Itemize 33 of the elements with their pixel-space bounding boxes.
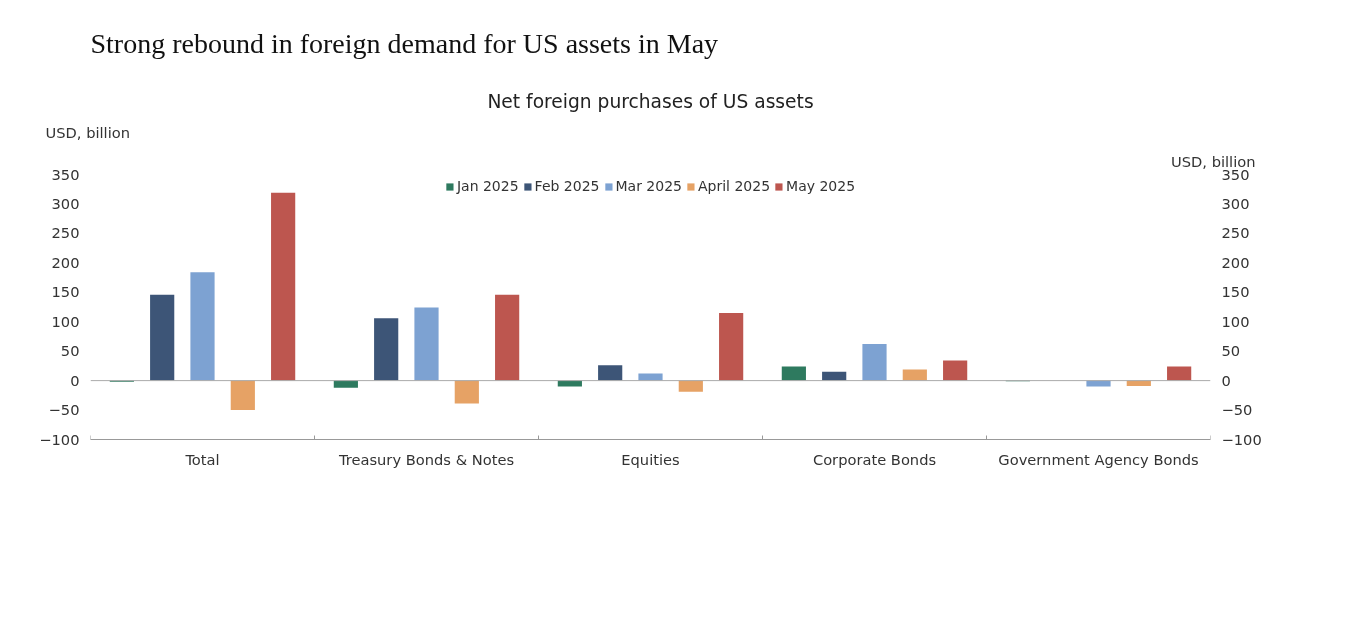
y2-tick-label: 250 <box>1221 224 1250 242</box>
y-tick-label: 250 <box>51 224 80 242</box>
chart-subtitle: Net foreign purchases of US assets <box>487 90 814 112</box>
y-tick-label: −100 <box>39 430 80 448</box>
y-tick-label: 200 <box>51 253 80 271</box>
y2-tick-label: 150 <box>1221 283 1250 301</box>
y2-tick-label: −100 <box>1221 430 1262 448</box>
y2-tick-label: 50 <box>1221 342 1241 360</box>
y-tick-label: 300 <box>51 194 80 212</box>
x-tick-label: Total <box>184 450 220 468</box>
x-tick-label: Treasury Bonds & Notes <box>337 450 515 468</box>
y2-tick-label: −50 <box>1221 401 1253 419</box>
y2-tick-label: 0 <box>1221 371 1231 389</box>
x-tick-label: Corporate Bonds <box>812 450 937 468</box>
y-tick-label: 0 <box>70 371 80 389</box>
y-tick-label: 50 <box>60 342 80 360</box>
y-tick-label: 100 <box>51 312 80 330</box>
x-tick-label: Equities <box>621 450 680 468</box>
y2-tick-label: 100 <box>1221 312 1250 330</box>
y2-axis-title: USD, billion <box>1171 152 1256 170</box>
legend-label: Mar 2025 <box>615 178 682 194</box>
x-tick-label: Government Agency Bonds <box>998 450 1199 468</box>
legend-label: May 2025 <box>786 178 856 194</box>
y2-tick-label: 200 <box>1221 253 1250 271</box>
y-tick-label: 150 <box>51 283 80 301</box>
legend-label: April 2025 <box>697 178 771 194</box>
y2-tick-label: 300 <box>1221 194 1250 212</box>
chart-title: Strong rebound in foreign demand for US assets in May <box>90 27 719 59</box>
y-tick-label: −50 <box>48 401 80 419</box>
y-axis-title: USD, billion <box>45 123 130 141</box>
y-tick-label: 350 <box>51 165 80 183</box>
legend-label: Jan 2025 <box>456 178 519 194</box>
legend-label: Feb 2025 <box>534 178 600 194</box>
